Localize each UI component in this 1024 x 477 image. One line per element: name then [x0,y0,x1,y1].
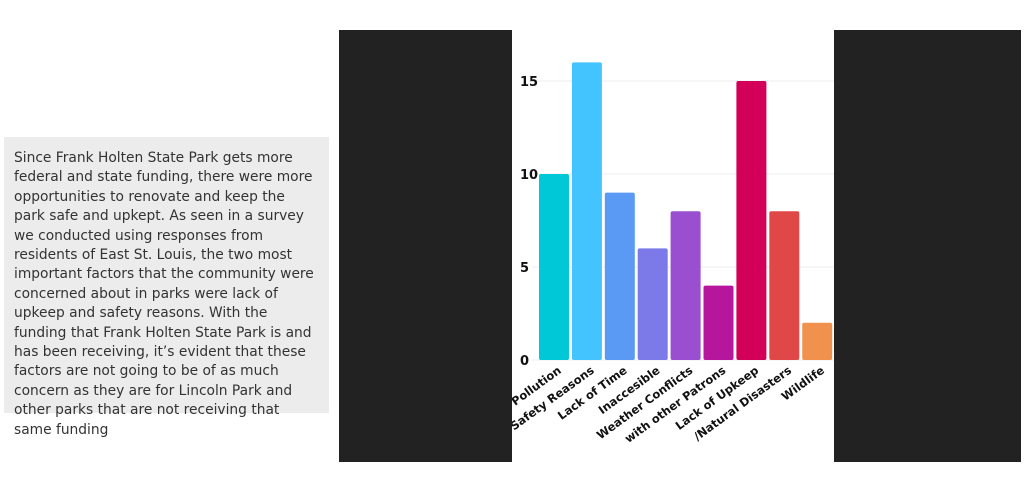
bar [802,322,833,360]
bar [769,211,800,360]
bar [604,192,635,360]
y-tick-label: 0 [520,354,529,369]
bar [637,248,668,360]
bar [539,174,569,360]
description-text: Since Frank Holten State Park gets more … [14,150,314,438]
chart-image-frame: 0 5 10 15 Pollution Safety Reasons Lack of Tim… [339,30,1021,462]
bar [571,62,602,361]
y-tick-label: 10 [520,168,538,183]
description-panel: Since Frank Holten State Park gets more … [4,137,329,438]
bar [736,81,767,360]
bar [670,211,701,360]
y-tick-label: 5 [520,261,529,276]
bar-chart-panel: 0 5 10 15 Pollution Safety Reasons Lack of Tim… [512,30,834,462]
bar [703,285,734,360]
y-tick-label: 15 [520,75,538,90]
